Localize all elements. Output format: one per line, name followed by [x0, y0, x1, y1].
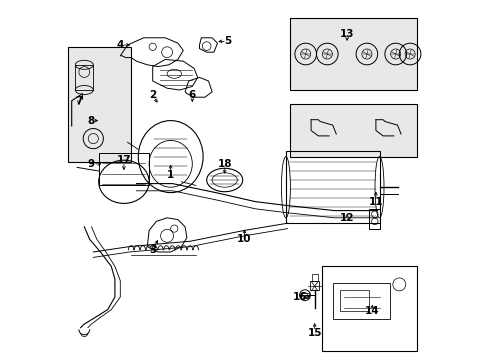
Text: 13: 13: [339, 29, 354, 39]
Bar: [289, 18, 416, 90]
Text: 17: 17: [116, 155, 131, 165]
Text: 1: 1: [167, 170, 174, 180]
Text: 7: 7: [75, 96, 82, 106]
Text: 9: 9: [88, 159, 95, 169]
Text: 3: 3: [149, 245, 156, 255]
Text: 8: 8: [88, 116, 95, 126]
Bar: [68, 47, 131, 162]
Bar: [368, 209, 380, 229]
Bar: [285, 151, 379, 223]
Bar: [310, 281, 318, 290]
Text: 2: 2: [149, 90, 156, 100]
Text: 18: 18: [217, 159, 231, 169]
Bar: [321, 266, 416, 351]
Text: 4: 4: [116, 40, 124, 50]
Bar: [339, 290, 368, 311]
Text: 10: 10: [237, 234, 251, 244]
Text: 6: 6: [188, 90, 196, 100]
Text: 12: 12: [339, 213, 354, 223]
Bar: [99, 153, 149, 185]
Text: 14: 14: [364, 306, 379, 316]
Text: 11: 11: [368, 197, 383, 207]
Text: 15: 15: [307, 328, 321, 338]
Bar: [75, 65, 93, 90]
Bar: [311, 274, 317, 281]
Text: 5: 5: [224, 36, 231, 46]
Bar: [332, 283, 389, 319]
Bar: [289, 104, 416, 157]
Bar: [301, 293, 308, 298]
Text: 16: 16: [292, 292, 307, 302]
